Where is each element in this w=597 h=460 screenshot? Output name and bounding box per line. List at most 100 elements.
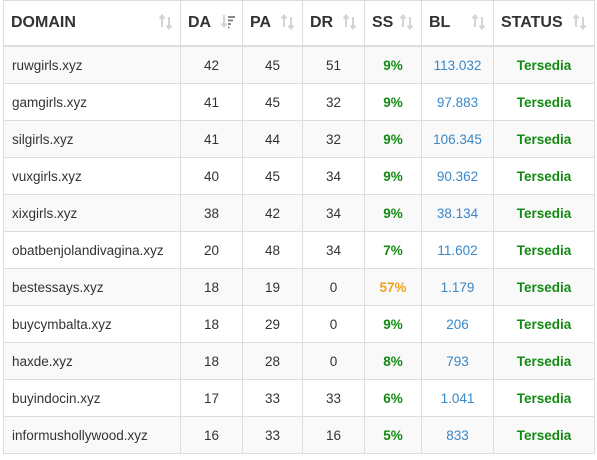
- cell-status: Tersedia: [493, 416, 595, 454]
- column-header-domain[interactable]: DOMAIN: [3, 0, 181, 47]
- cell-bl[interactable]: 793: [421, 342, 494, 380]
- cell-ss: 9%: [364, 45, 422, 84]
- cell-ss: 9%: [364, 83, 422, 121]
- cell-bl[interactable]: 106.345: [421, 120, 494, 158]
- cell-pa: 48: [242, 231, 303, 269]
- cell-ss: 9%: [364, 305, 422, 343]
- cell-ss: 6%: [364, 379, 422, 417]
- cell-da: 38: [180, 194, 243, 232]
- cell-pa: 42: [242, 194, 303, 232]
- cell-bl[interactable]: 97.883: [421, 83, 494, 121]
- cell-da: 17: [180, 379, 243, 417]
- cell-da: 41: [180, 120, 243, 158]
- cell-pa: 33: [242, 379, 303, 417]
- cell-domain: gamgirls.xyz: [3, 83, 181, 121]
- cell-da: 18: [180, 268, 243, 306]
- cell-dr: 0: [302, 268, 365, 306]
- cell-dr: 34: [302, 194, 365, 232]
- table-row[interactable]: bestessays.xyz 18 19 0 57% 1.179 Tersedia: [3, 268, 595, 306]
- cell-status: Tersedia: [493, 379, 595, 417]
- column-label-domain: DOMAIN: [11, 14, 76, 31]
- column-label-ss: SS: [372, 14, 394, 31]
- cell-dr: 0: [302, 305, 365, 343]
- cell-da: 41: [180, 83, 243, 121]
- cell-ss: 9%: [364, 157, 422, 195]
- table-row[interactable]: xixgirls.xyz 38 42 34 9% 38.134 Tersedia: [3, 194, 595, 232]
- cell-pa: 29: [242, 305, 303, 343]
- cell-domain: xixgirls.xyz: [3, 194, 181, 232]
- cell-dr: 0: [302, 342, 365, 380]
- table-row[interactable]: vuxgirls.xyz 40 45 34 9% 90.362 Tersedia: [3, 157, 595, 195]
- domain-table: DOMAIN DA PA DR SS BL STATUS ruwgirls.xyz 42 45 5…: [3, 0, 595, 454]
- cell-ss: 7%: [364, 231, 422, 269]
- table-row[interactable]: obatbenjolandivagina.xyz 20 48 34 7% 11.602 Te…: [3, 231, 595, 269]
- cell-domain: vuxgirls.xyz: [3, 157, 181, 195]
- cell-status: Tersedia: [493, 45, 595, 84]
- cell-status: Tersedia: [493, 83, 595, 121]
- column-header-da[interactable]: DA: [180, 0, 243, 47]
- cell-dr: 51: [302, 45, 365, 84]
- cell-bl[interactable]: 11.602: [421, 231, 494, 269]
- cell-bl[interactable]: 1.041: [421, 379, 494, 417]
- table-body: ruwgirls.xyz 42 45 51 9% 113.032 Tersedia gamgi…: [3, 45, 595, 454]
- table-row[interactable]: ruwgirls.xyz 42 45 51 9% 113.032 Tersedia: [3, 45, 595, 84]
- table-row[interactable]: buyindocin.xyz 17 33 33 6% 1.041 Tersedia: [3, 379, 595, 417]
- cell-domain: haxde.xyz: [3, 342, 181, 380]
- cell-pa: 45: [242, 45, 303, 84]
- cell-dr: 32: [302, 83, 365, 121]
- cell-bl[interactable]: 38.134: [421, 194, 494, 232]
- column-header-pa[interactable]: PA: [242, 0, 303, 47]
- cell-dr: 32: [302, 120, 365, 158]
- column-header-status[interactable]: STATUS: [493, 0, 595, 47]
- cell-domain: ruwgirls.xyz: [3, 45, 181, 84]
- cell-dr: 33: [302, 379, 365, 417]
- cell-status: Tersedia: [493, 194, 595, 232]
- cell-pa: 45: [242, 157, 303, 195]
- cell-da: 42: [180, 45, 243, 84]
- header-row: DOMAIN DA PA DR SS BL STATUS: [3, 0, 595, 47]
- cell-status: Tersedia: [493, 157, 595, 195]
- cell-pa: 19: [242, 268, 303, 306]
- cell-bl[interactable]: 833: [421, 416, 494, 454]
- column-label-status: STATUS: [501, 14, 563, 31]
- cell-bl[interactable]: 90.362: [421, 157, 494, 195]
- cell-domain: bestessays.xyz: [3, 268, 181, 306]
- cell-domain: buyindocin.xyz: [3, 379, 181, 417]
- cell-status: Tersedia: [493, 231, 595, 269]
- table-row[interactable]: buycymbalta.xyz 18 29 0 9% 206 Tersedia: [3, 305, 595, 343]
- cell-da: 40: [180, 157, 243, 195]
- cell-da: 20: [180, 231, 243, 269]
- column-label-dr: DR: [310, 14, 334, 31]
- cell-bl[interactable]: 113.032: [421, 45, 494, 84]
- table-row[interactable]: gamgirls.xyz 41 45 32 9% 97.883 Tersedia: [3, 83, 595, 121]
- table-row[interactable]: silgirls.xyz 41 44 32 9% 106.345 Tersedia: [3, 120, 595, 158]
- cell-pa: 28: [242, 342, 303, 380]
- cell-da: 16: [180, 416, 243, 454]
- column-label-pa: PA: [250, 14, 272, 31]
- column-header-ss[interactable]: SS: [364, 0, 422, 47]
- cell-ss: 57%: [364, 268, 422, 306]
- cell-ss: 9%: [364, 120, 422, 158]
- cell-status: Tersedia: [493, 268, 595, 306]
- cell-pa: 44: [242, 120, 303, 158]
- cell-pa: 33: [242, 416, 303, 454]
- cell-pa: 45: [242, 83, 303, 121]
- cell-bl[interactable]: 1.179: [421, 268, 494, 306]
- cell-domain: silgirls.xyz: [3, 120, 181, 158]
- cell-da: 18: [180, 305, 243, 343]
- cell-domain: buycymbalta.xyz: [3, 305, 181, 343]
- table-row[interactable]: haxde.xyz 18 28 0 8% 793 Tersedia: [3, 342, 595, 380]
- cell-domain: informushollywood.xyz: [3, 416, 181, 454]
- cell-ss: 9%: [364, 194, 422, 232]
- cell-status: Tersedia: [493, 342, 595, 380]
- cell-ss: 8%: [364, 342, 422, 380]
- column-label-bl: BL: [429, 14, 451, 31]
- cell-dr: 34: [302, 157, 365, 195]
- cell-bl[interactable]: 206: [421, 305, 494, 343]
- cell-dr: 34: [302, 231, 365, 269]
- cell-ss: 5%: [364, 416, 422, 454]
- cell-status: Tersedia: [493, 305, 595, 343]
- column-header-bl[interactable]: BL: [421, 0, 494, 47]
- column-header-dr[interactable]: DR: [302, 0, 365, 47]
- table-row[interactable]: informushollywood.xyz 16 33 16 5% 833 Tersedia: [3, 416, 595, 454]
